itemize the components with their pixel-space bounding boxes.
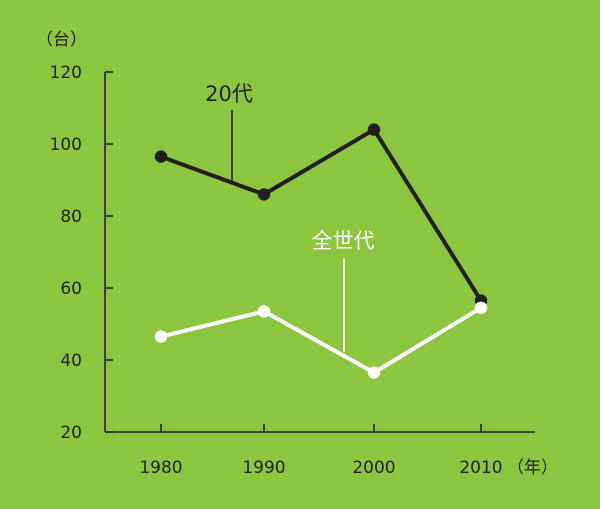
y-tick-label: 60 xyxy=(60,279,82,299)
y-tick-label: 80 xyxy=(60,207,82,227)
series xyxy=(154,123,488,379)
data-point xyxy=(367,366,381,379)
y-tick-label: 120 xyxy=(50,63,82,83)
x-axis-unit-label: （年） xyxy=(507,458,558,478)
series-line xyxy=(160,127,483,302)
data-point xyxy=(474,301,488,314)
x-tick-label: 2000 xyxy=(352,458,395,478)
y-axis-unit-label: （台） xyxy=(36,30,87,50)
x-tick-label: 1990 xyxy=(242,458,285,478)
series-label-20s: 20代 xyxy=(205,82,253,106)
series-label-all-generations: 全世代 xyxy=(312,229,375,253)
data-point xyxy=(154,330,168,343)
y-tick-label: 40 xyxy=(60,351,82,371)
x-tick-label: 1980 xyxy=(139,458,182,478)
data-point xyxy=(367,123,381,136)
data-point xyxy=(257,305,271,318)
data-point xyxy=(257,188,271,201)
ticks: 20 40 60 80 100 120 1980 1990 2000 2010 xyxy=(50,63,503,478)
series-line xyxy=(160,306,483,375)
series-all-generations xyxy=(154,301,488,379)
data-point xyxy=(154,150,168,163)
series-20s xyxy=(154,123,488,307)
axes: （台） （年） xyxy=(36,30,558,478)
y-tick-label: 20 xyxy=(60,423,82,443)
y-tick-label: 100 xyxy=(50,135,82,155)
x-tick-label: 2010 xyxy=(459,458,502,478)
